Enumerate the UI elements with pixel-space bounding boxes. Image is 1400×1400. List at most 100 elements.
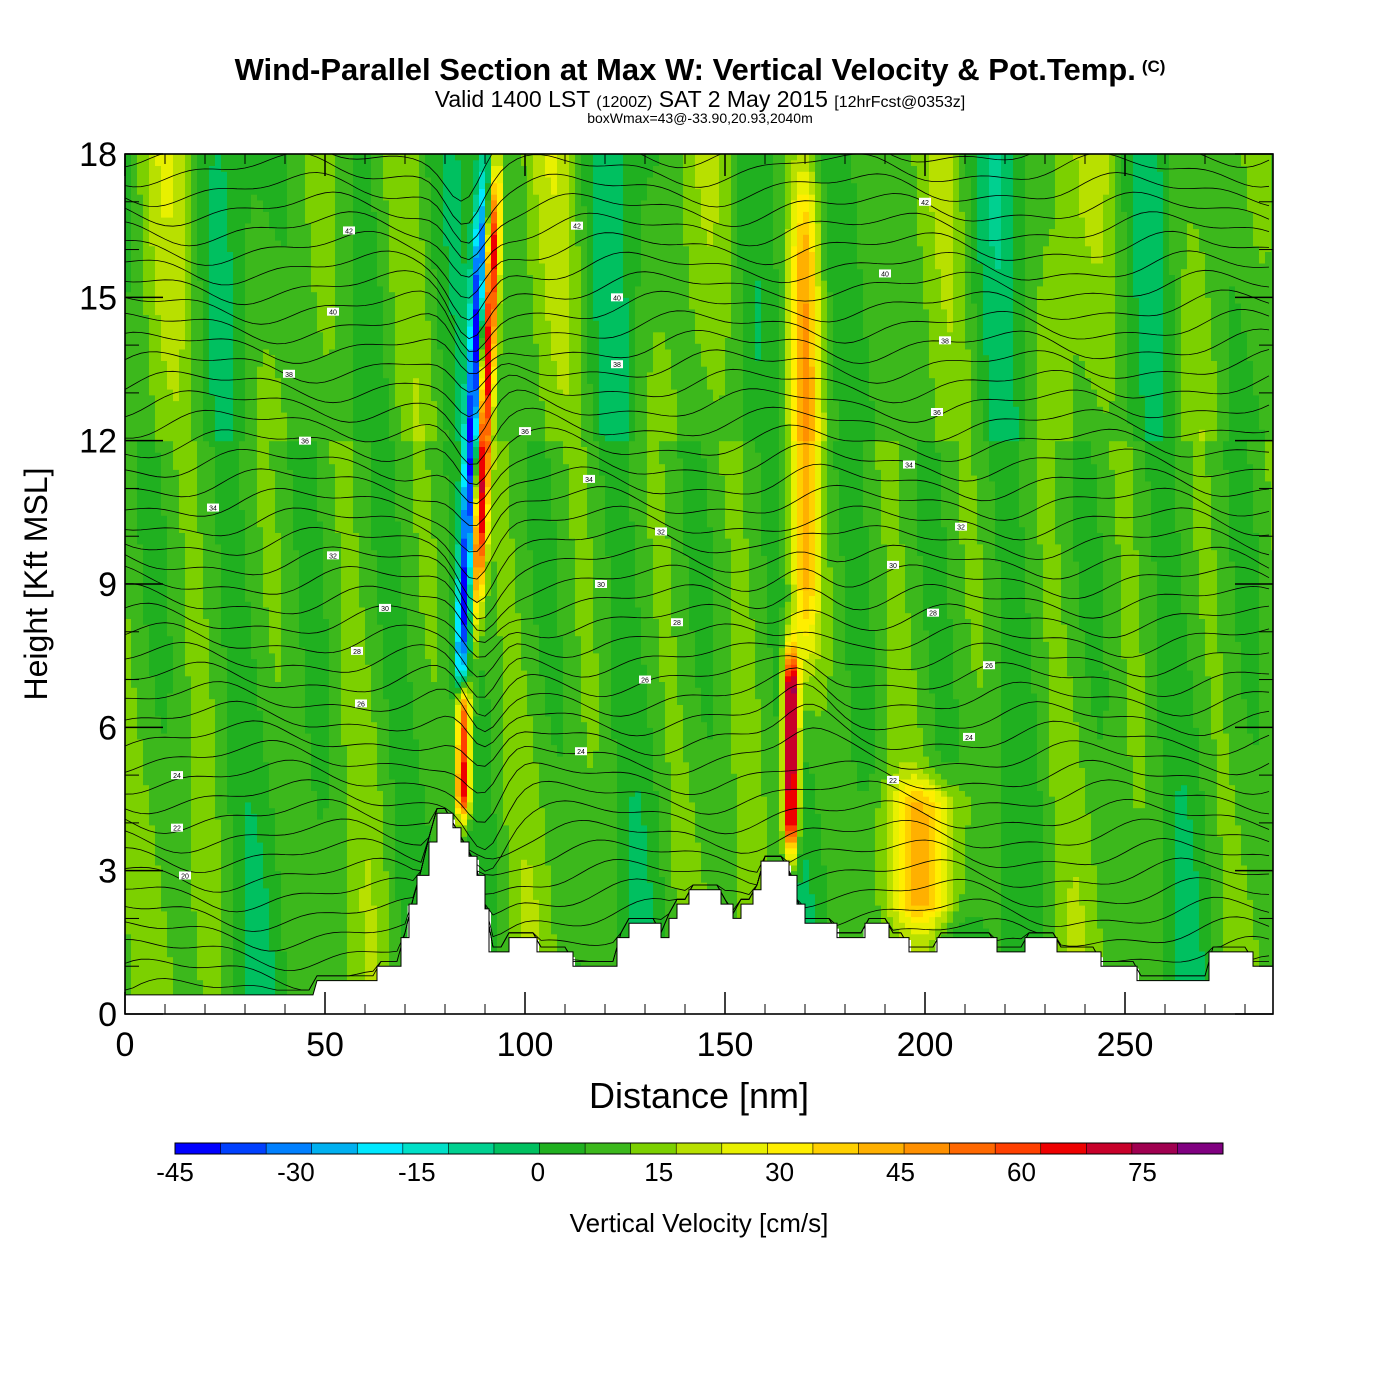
field-cell [143, 383, 150, 389]
field-cell [137, 274, 144, 280]
field-cell [173, 710, 180, 716]
field-cell [143, 613, 150, 619]
field-cell [137, 882, 144, 888]
field-cell [179, 326, 186, 332]
field-cell [149, 682, 156, 688]
field-cell [179, 653, 186, 659]
field-cell [155, 406, 162, 412]
field-cell [143, 934, 150, 940]
field-cell [149, 670, 156, 676]
field-cell [125, 429, 132, 435]
field-cell [191, 813, 198, 819]
field-cell [161, 550, 168, 556]
field-cell [143, 188, 150, 194]
field-cell [179, 968, 186, 974]
field-cell [173, 647, 180, 653]
field-cell [137, 951, 144, 957]
field-cell [191, 636, 198, 642]
field-cell [185, 739, 192, 745]
field-cell [197, 842, 204, 848]
field-cell [131, 217, 138, 223]
field-cell [179, 550, 186, 556]
field-cell [137, 802, 144, 808]
field-cell [167, 435, 174, 441]
field-cell [137, 796, 144, 802]
field-cell [131, 343, 138, 349]
field-cell [161, 252, 168, 258]
field-cell [191, 395, 198, 401]
field-cell [125, 848, 132, 854]
field-cell [149, 653, 156, 659]
field-cell [131, 446, 138, 452]
field-cell [191, 309, 198, 315]
field-cell [143, 745, 150, 751]
field-cell [155, 510, 162, 516]
field-cell [185, 349, 192, 355]
field-cell [131, 641, 138, 647]
field-cell [155, 739, 162, 745]
field-cell [161, 727, 168, 733]
field-cell [149, 596, 156, 602]
field-cell [161, 682, 168, 688]
field-cell [161, 745, 168, 751]
field-cell [179, 957, 186, 963]
field-cell [179, 424, 186, 430]
field-cell [143, 985, 150, 991]
field-cell [185, 360, 192, 366]
field-cell [161, 894, 168, 900]
field-cell [179, 573, 186, 579]
field-cell [173, 567, 180, 573]
field-cell [143, 922, 150, 928]
field-cell [191, 206, 198, 212]
field-cell [155, 636, 162, 642]
field-cell [143, 412, 150, 418]
field-cell [149, 859, 156, 865]
field-cell [155, 664, 162, 670]
field-cell [155, 773, 162, 779]
field-cell [185, 424, 192, 430]
field-cell [191, 647, 198, 653]
field-cell [197, 813, 204, 819]
field-cell [179, 985, 186, 991]
field-cell [191, 389, 198, 395]
field-cell [131, 406, 138, 412]
field-cell [137, 871, 144, 877]
field-cell [179, 727, 186, 733]
field-cell [161, 194, 168, 200]
field-cell [161, 762, 168, 768]
field-cell [173, 905, 180, 911]
field-cell [167, 676, 174, 682]
field-cell [185, 452, 192, 458]
field-cell [191, 154, 198, 160]
field-cell [155, 596, 162, 602]
field-cell [131, 297, 138, 303]
field-cell [185, 458, 192, 464]
field-cell [137, 727, 144, 733]
field-cell [167, 894, 174, 900]
field-cell [179, 487, 186, 493]
field-cell [167, 985, 174, 991]
field-cell [191, 951, 198, 957]
field-cell [197, 922, 204, 928]
field-cell [167, 326, 174, 332]
field-cell [137, 899, 144, 905]
field-cell [161, 309, 168, 315]
field-cell [197, 928, 204, 934]
field-cell [149, 166, 156, 172]
field-cell [185, 968, 192, 974]
field-cell [125, 813, 132, 819]
field-cell [173, 188, 180, 194]
field-cell [143, 234, 150, 240]
field-cell [125, 246, 132, 252]
field-cell [149, 223, 156, 229]
field-cell [191, 945, 198, 951]
field-cell [179, 521, 186, 527]
field-cell [179, 383, 186, 389]
field-cell [185, 573, 192, 579]
field-cell [191, 383, 198, 389]
field-cell [185, 366, 192, 372]
field-cell [155, 320, 162, 326]
field-cell [155, 682, 162, 688]
field-cell [197, 859, 204, 865]
field-cell [125, 676, 132, 682]
